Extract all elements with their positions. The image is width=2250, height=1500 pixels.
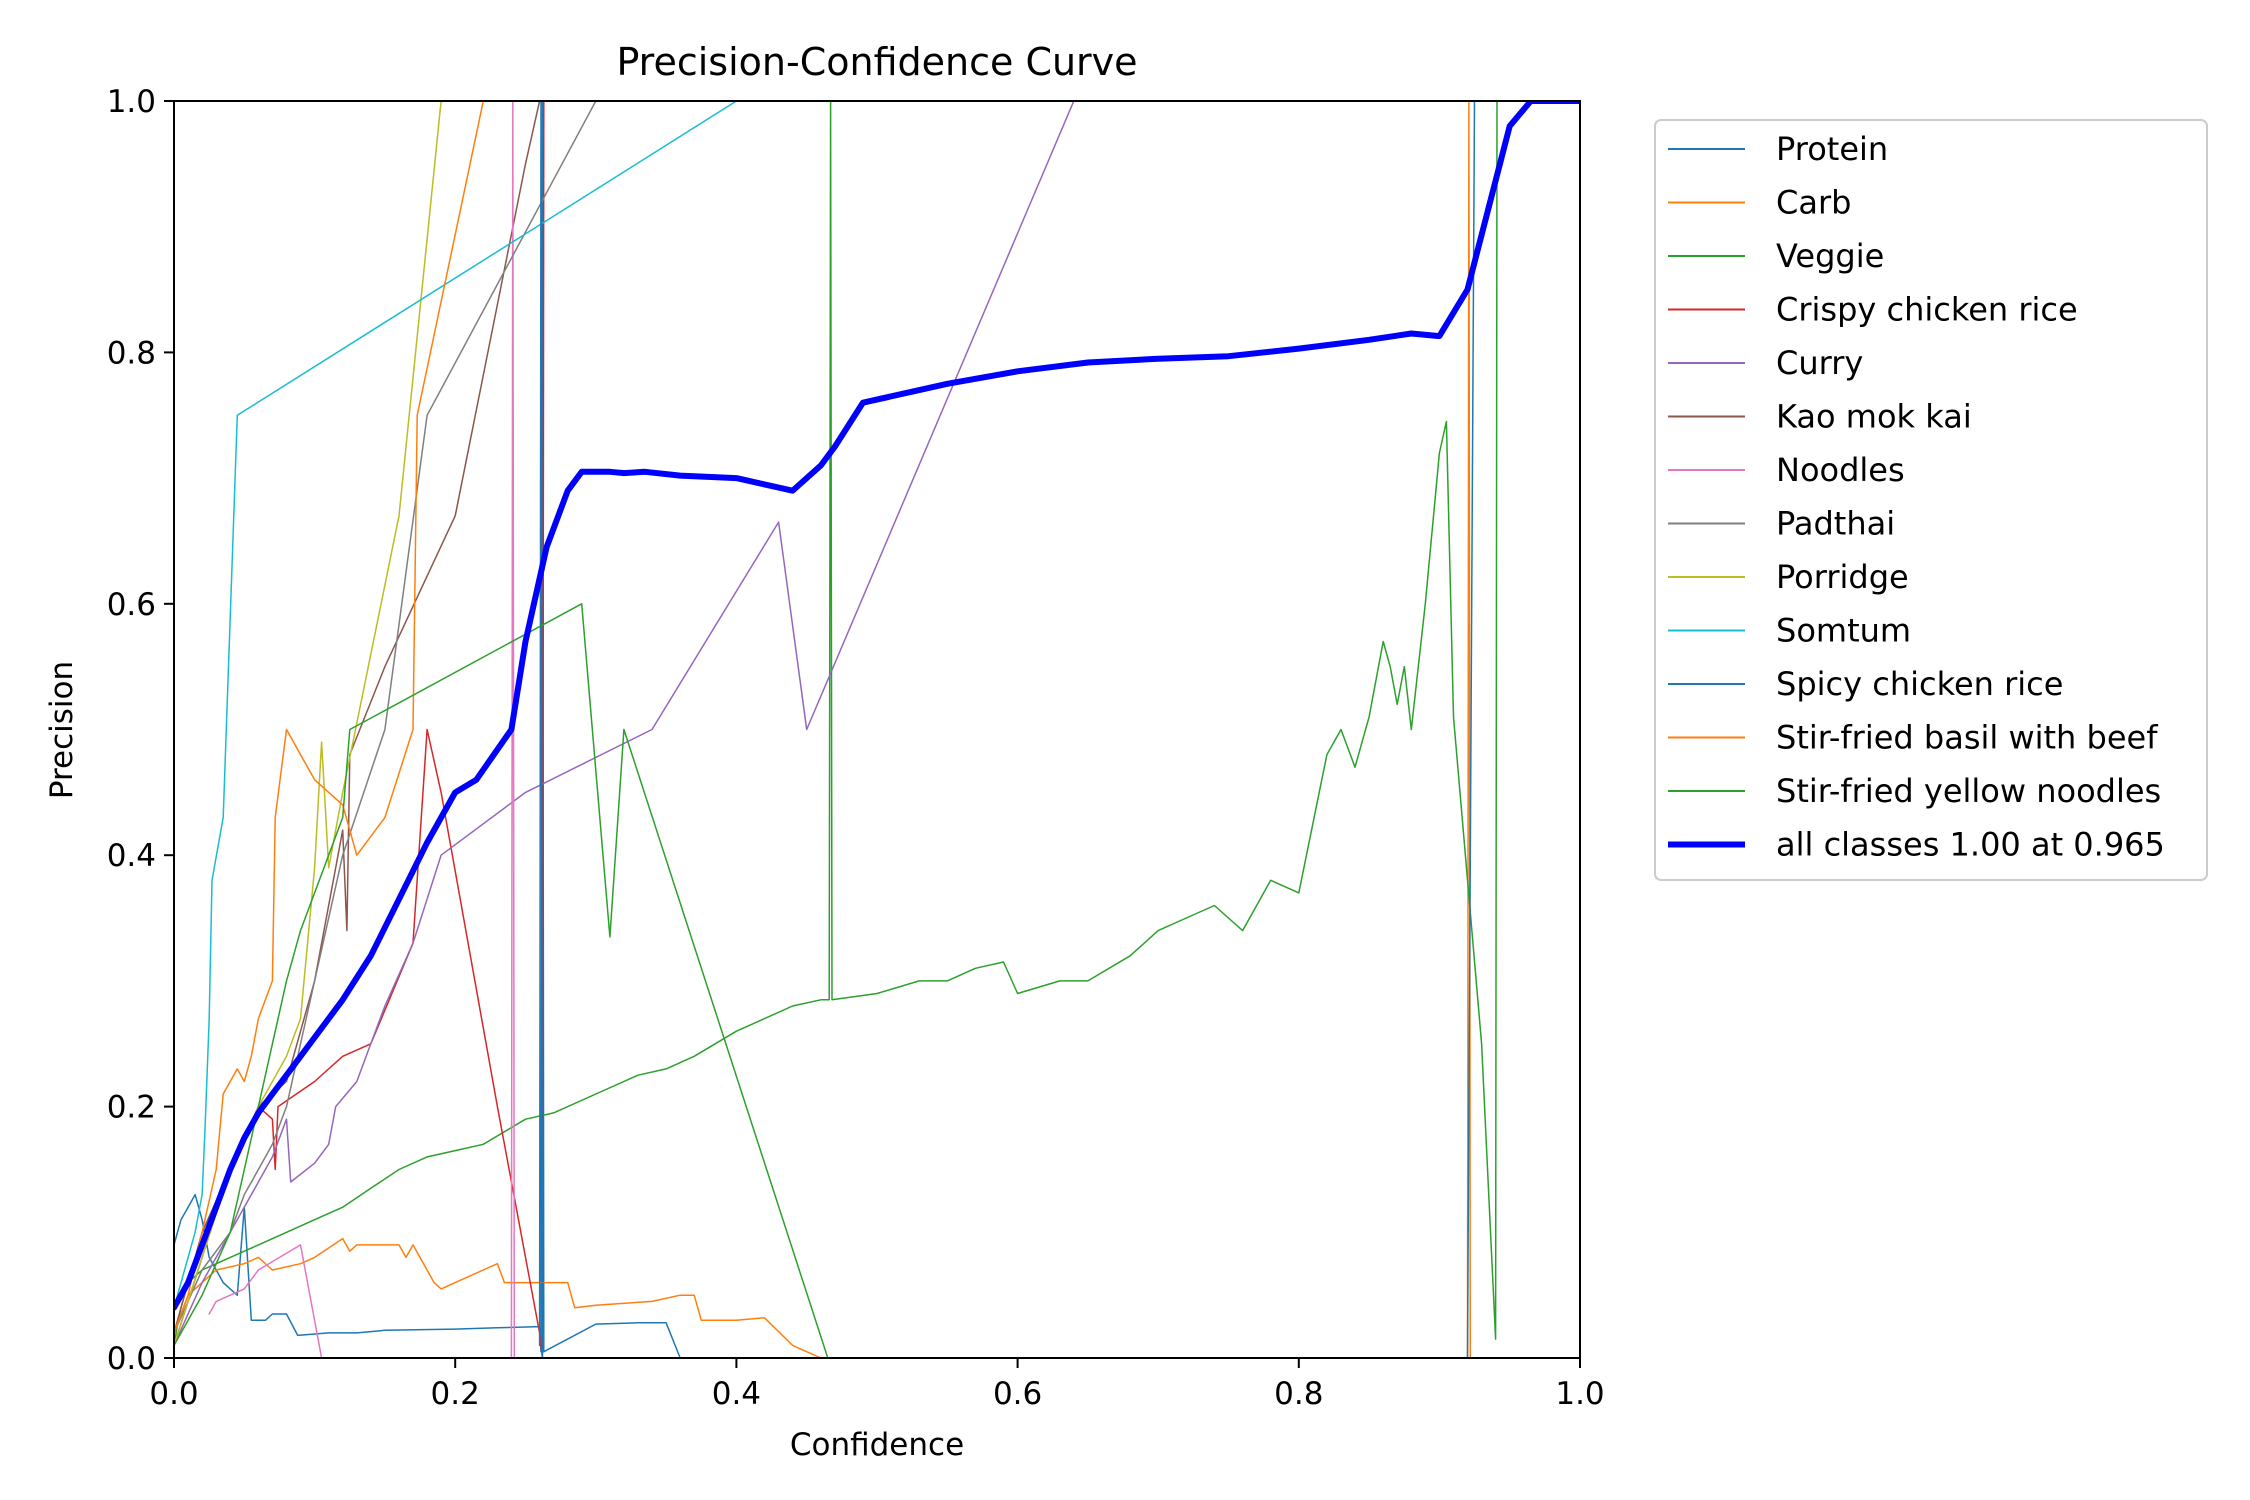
y-tick-label: 1.0 — [107, 84, 156, 120]
legend-label-4: Curry — [1776, 344, 1863, 382]
y-tick-label: 0.4 — [107, 838, 156, 874]
legend-label-3: Crispy chicken rice — [1776, 291, 2078, 329]
y-tick-label: 0.6 — [107, 587, 156, 623]
legend-label-5: Kao mok kai — [1776, 398, 1972, 436]
series-line-1 — [174, 101, 1580, 1358]
legend-label-1: Carb — [1776, 184, 1851, 222]
series-line-2 — [174, 101, 1500, 1347]
series-line-6 — [208, 101, 516, 1358]
series-line-11 — [174, 101, 485, 1334]
y-axis-label: Precision — [44, 661, 80, 799]
series-line-4 — [174, 101, 1075, 1347]
x-axis-label: Confidence — [790, 1427, 964, 1463]
legend-label-8: Porridge — [1776, 558, 1909, 596]
x-tick-label: 0.6 — [993, 1376, 1042, 1412]
x-axis: 0.0 0.2 0.4 0.6 0.8 1.0 — [149, 1358, 1605, 1412]
series-line-9 — [174, 101, 738, 1309]
series-line-13 — [174, 101, 1580, 1311]
legend-label-6: Noodles — [1776, 451, 1905, 489]
y-tick-label: 0.8 — [107, 335, 156, 371]
legend-label-13: all classes 1.00 at 0.965 — [1776, 826, 2165, 864]
legend-label-0: Protein — [1776, 130, 1888, 168]
x-tick-label: 1.0 — [1555, 1376, 1604, 1412]
series-line-0 — [174, 101, 1469, 1358]
legend-label-12: Stir-fried yellow noodles — [1776, 772, 2161, 810]
legend-label-11: Stir-fried basil with beef — [1776, 719, 2158, 757]
legend: Protein Carb Veggie Crispy chicken rice Curr… — [1654, 119, 2208, 881]
legend-label-10: Spicy chicken rice — [1776, 665, 2063, 703]
plot-lines — [174, 101, 1580, 1358]
legend-frame — [1654, 119, 2208, 881]
y-tick-label: 0.0 — [107, 1341, 156, 1377]
plot-frame — [173, 100, 1581, 1359]
x-tick-label: 0.2 — [431, 1376, 480, 1412]
legend-label-9: Somtum — [1776, 612, 1911, 650]
series-line-12 — [174, 603, 829, 1358]
y-axis: 0.0 0.2 0.4 0.6 0.8 1.0 — [107, 84, 174, 1377]
series-line-5 — [174, 101, 541, 1334]
y-tick-label: 0.2 — [107, 1090, 156, 1126]
x-tick-label: 0.4 — [712, 1376, 761, 1412]
legend-label-2: Veggie — [1776, 237, 1884, 275]
series-line-10 — [538, 101, 1476, 1358]
chart-title: Precision-Confidence Curve — [616, 40, 1137, 84]
x-tick-label: 0.8 — [1274, 1376, 1323, 1412]
x-tick-label: 0.0 — [149, 1376, 198, 1412]
legend-label-7: Padthai — [1776, 505, 1895, 543]
series-line-7 — [174, 101, 597, 1334]
series-line-8 — [174, 101, 442, 1347]
